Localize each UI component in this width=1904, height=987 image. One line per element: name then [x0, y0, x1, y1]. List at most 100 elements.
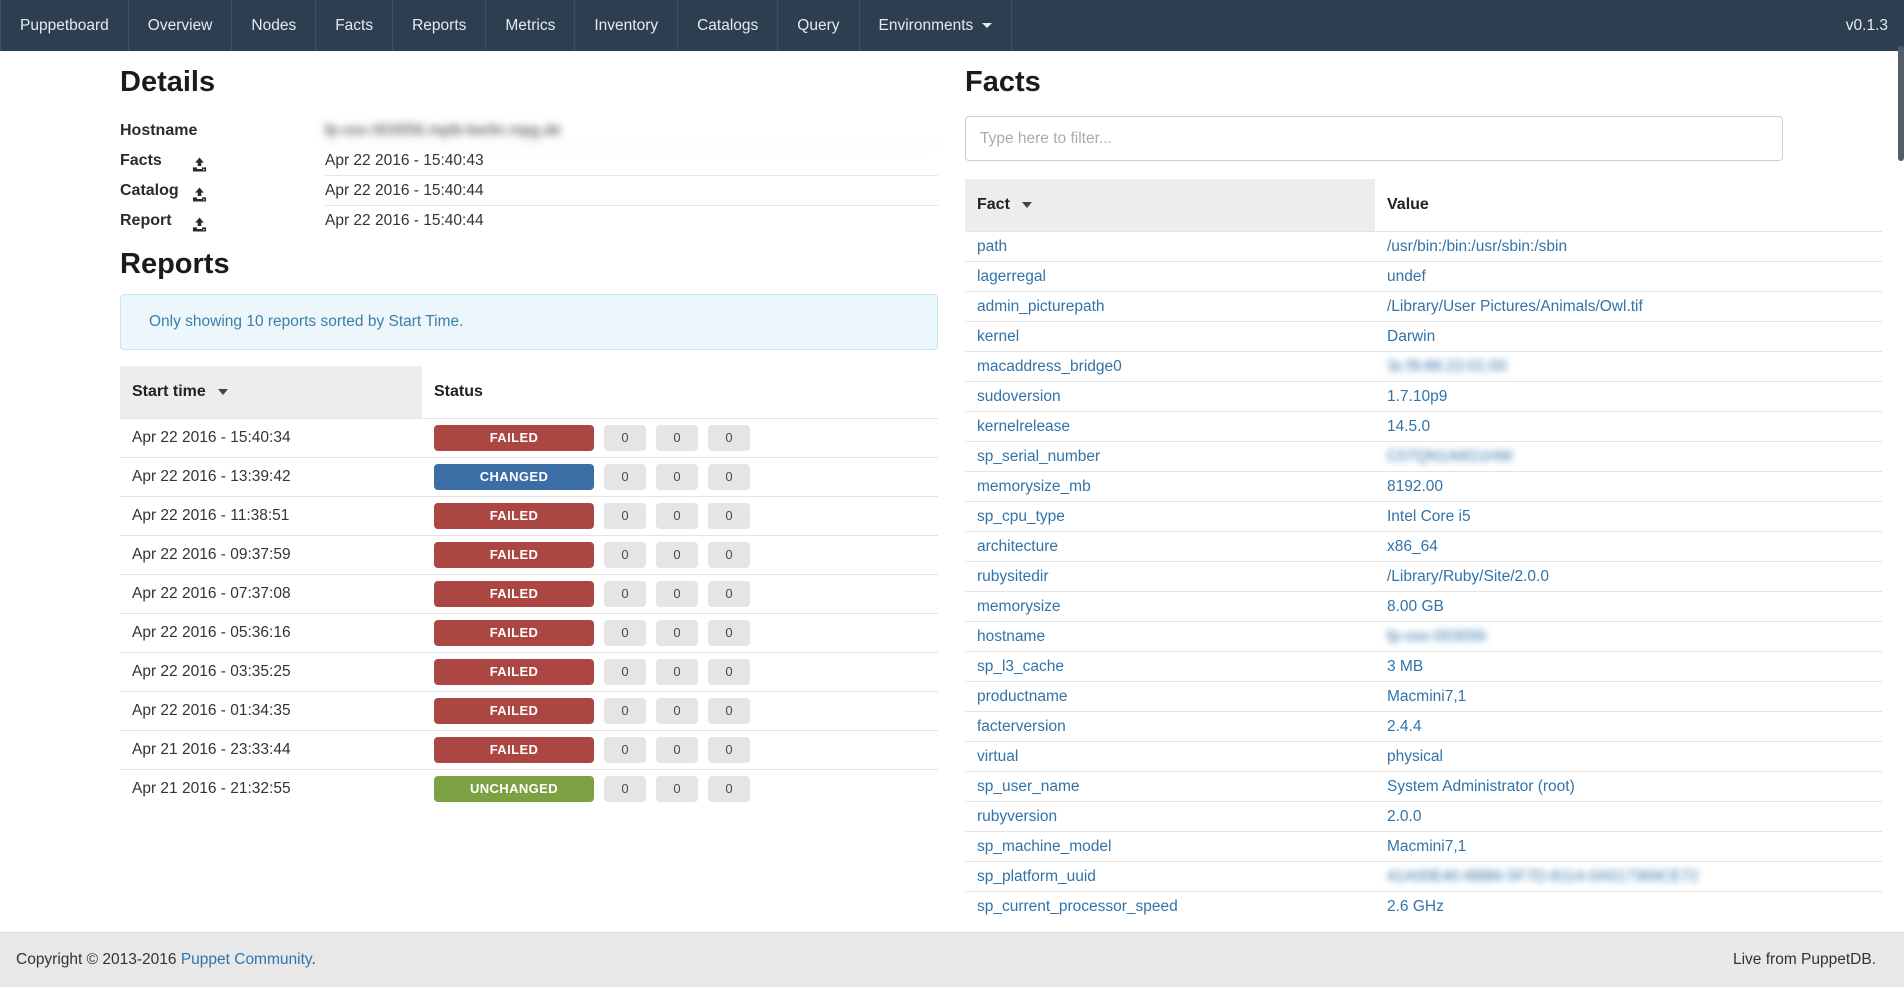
fact-value-link[interactable]: Intel Core i5: [1387, 507, 1471, 525]
count-badge: 0: [708, 464, 750, 490]
nav-item-query[interactable]: Query: [778, 0, 860, 51]
nav-brand-puppetboard[interactable]: Puppetboard: [1, 0, 129, 51]
puppet-community-link[interactable]: Puppet Community: [180, 951, 312, 968]
fact-value-link[interactable]: /Library/User Pictures/Animals/Owl.tif: [1387, 297, 1643, 315]
fact-value-link[interactable]: 8192.00: [1387, 477, 1444, 495]
fact-name-link[interactable]: rubyversion: [977, 807, 1058, 825]
scrollbar-thumb[interactable]: [1898, 46, 1904, 161]
fact-name-link[interactable]: hostname: [977, 627, 1046, 645]
fact-name-link[interactable]: sp_platform_uuid: [977, 867, 1096, 885]
fact-value-link[interactable]: 3c:f9:86:22:01:00: [1387, 357, 1507, 375]
fact-name-cell: memorysize_mb: [965, 471, 1375, 502]
fact-value-link[interactable]: Macmini7,1: [1387, 687, 1467, 705]
fact-name-link[interactable]: facterversion: [977, 717, 1066, 735]
fact-name-link[interactable]: architecture: [977, 537, 1058, 555]
count-badge: 0: [708, 425, 750, 451]
report-status-cell: FAILED 0 0 0: [422, 535, 938, 575]
count-badge: 0: [656, 737, 698, 763]
fact-name-link[interactable]: admin_picturepath: [977, 297, 1105, 315]
nav-item-facts[interactable]: Facts: [316, 0, 394, 51]
fact-value-link[interactable]: System Administrator (root): [1387, 777, 1575, 795]
fact-name-link[interactable]: sp_current_processor_speed: [977, 897, 1178, 915]
fact-value-link[interactable]: undef: [1387, 267, 1426, 285]
status-badge: FAILED: [434, 698, 594, 724]
fact-value-cell: 2.0.0: [1375, 801, 1882, 832]
fact-name-cell: kernel: [965, 321, 1375, 352]
upload-icon[interactable]: [192, 183, 207, 213]
upload-icon[interactable]: [192, 213, 207, 243]
fact-row: path/usr/bin:/bin:/usr/sbin:/sbin: [965, 231, 1882, 262]
fact-value-link[interactable]: 14.5.0: [1387, 417, 1431, 435]
fact-name-link[interactable]: path: [977, 237, 1008, 255]
fact-value-link[interactable]: C07QN1A6G1HW: [1387, 447, 1513, 465]
fact-name-link[interactable]: sp_machine_model: [977, 837, 1112, 855]
fact-name-link[interactable]: virtual: [977, 747, 1019, 765]
fact-value-link[interactable]: Macmini7,1: [1387, 837, 1467, 855]
fact-name-link[interactable]: lagerregal: [977, 267, 1046, 285]
fact-value-cell: 41A00E40-6BB6-5F7D-8114-0A517369CE72: [1375, 861, 1882, 892]
fact-name-link[interactable]: macaddress_bridge0: [977, 357, 1122, 375]
upload-icon[interactable]: [192, 153, 207, 183]
fact-row: sp_platform_uuid 41A00E40-6BB6-5F7D-8114-…: [965, 861, 1882, 892]
nav-item-catalogs[interactable]: Catalogs: [678, 0, 779, 51]
version-label: v0.1.3: [1845, 16, 1888, 34]
fact-name-cell: hostname: [965, 621, 1375, 652]
status-cell: FAILED 0 0 0: [434, 698, 926, 724]
fact-value-link[interactable]: 8.00 GB: [1387, 597, 1444, 615]
nav-dropdown-environments[interactable]: Environments: [860, 0, 1013, 51]
fact-value-link[interactable]: /Library/Ruby/Site/2.0.0: [1387, 567, 1549, 585]
status-badge: FAILED: [434, 503, 594, 529]
status-cell: FAILED 0 0 0: [434, 620, 926, 646]
facts-header-value[interactable]: Value: [1375, 179, 1882, 232]
nav-item-inventory[interactable]: Inventory: [575, 0, 679, 51]
fact-name-cell: rubyversion: [965, 801, 1375, 832]
fact-value-link[interactable]: fp-osx-003056: [1387, 627, 1487, 645]
fact-name-link[interactable]: memorysize: [977, 597, 1061, 615]
count-badge: 0: [708, 503, 750, 529]
fact-name-cell: architecture: [965, 531, 1375, 562]
footer: Copyright © 2013-2016 Puppet Community. …: [0, 932, 1904, 987]
fact-name-link[interactable]: sp_serial_number: [977, 447, 1101, 465]
count-badge: 0: [656, 542, 698, 568]
nav-item-overview[interactable]: Overview: [129, 0, 233, 51]
count-badge: 0: [604, 542, 646, 568]
fact-value-link[interactable]: physical: [1387, 747, 1443, 765]
fact-name-link[interactable]: sp_l3_cache: [977, 657, 1065, 675]
fact-row: sp_serial_number C07QN1A6G1HW: [965, 441, 1882, 472]
fact-value-link[interactable]: /usr/bin:/bin:/usr/sbin:/sbin: [1387, 237, 1568, 255]
fact-value-link[interactable]: 2.4.4: [1387, 717, 1422, 735]
reports-sort-header-start-time[interactable]: Start time: [120, 366, 422, 419]
fact-row: facterversion 2.4.4: [965, 711, 1882, 742]
fact-name-link[interactable]: memorysize_mb: [977, 477, 1091, 495]
nav-item-metrics[interactable]: Metrics: [486, 0, 576, 51]
status-badge: CHANGED: [434, 464, 594, 490]
fact-name-link[interactable]: sudoversion: [977, 387, 1061, 405]
reports-header-status[interactable]: Status: [422, 366, 938, 419]
fact-value-link[interactable]: 2.0.0: [1387, 807, 1422, 825]
status-badge: UNCHANGED: [434, 776, 594, 802]
nav-item-reports[interactable]: Reports: [393, 0, 487, 51]
count-badge: 0: [604, 581, 646, 607]
fact-row: sp_machine_model Macmini7,1: [965, 831, 1882, 862]
fact-name-link[interactable]: sp_user_name: [977, 777, 1080, 795]
fact-name-link[interactable]: sp_cpu_type: [977, 507, 1065, 525]
fact-value-link[interactable]: 41A00E40-6BB6-5F7D-8114-0A517369CE72: [1387, 867, 1699, 885]
fact-value-link[interactable]: 1.7.10p9: [1387, 387, 1448, 405]
fact-value-link[interactable]: 2.6 GHz: [1387, 897, 1444, 915]
fact-name-link[interactable]: kernel: [977, 327, 1020, 345]
count-badge: 0: [656, 464, 698, 490]
fact-value-link[interactable]: x86_64: [1387, 537, 1438, 555]
facts-sort-header-fact[interactable]: Fact: [965, 179, 1375, 232]
status-cell: FAILED 0 0 0: [434, 542, 926, 568]
count-badge: 0: [708, 620, 750, 646]
nav-item-nodes[interactable]: Nodes: [232, 0, 317, 51]
fact-name-link[interactable]: kernelrelease: [977, 417, 1071, 435]
facts-filter-input[interactable]: [965, 116, 1783, 161]
detail-value: fp-osx-003056.mpib-berlin.mpg.de: [325, 116, 938, 146]
start-time-header-label: Start time: [132, 383, 206, 400]
fact-name-link[interactable]: rubysitedir: [977, 567, 1049, 585]
fact-name-link[interactable]: productname: [977, 687, 1068, 705]
fact-value-link[interactable]: Darwin: [1387, 327, 1436, 345]
fact-value-link[interactable]: 3 MB: [1387, 657, 1424, 675]
